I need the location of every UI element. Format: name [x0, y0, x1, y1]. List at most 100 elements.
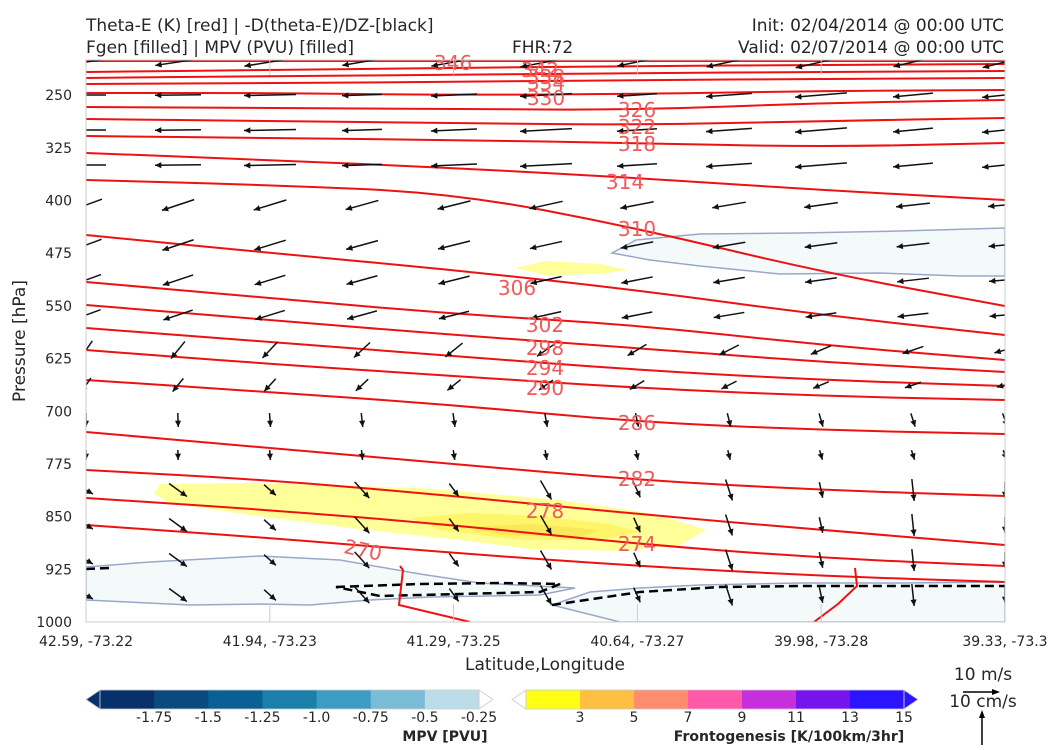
- wind-vector-head: [520, 62, 528, 69]
- wind-vector: [430, 128, 478, 132]
- wind-vector-head: [445, 350, 453, 357]
- y-tick-label: 250: [45, 88, 72, 104]
- fgen-fill-upper: [515, 261, 628, 275]
- wind-vector-head: [910, 599, 917, 606]
- theta-e-contour-line: [86, 117, 1005, 126]
- wind-vector-head: [634, 525, 641, 533]
- theta-e-contour-label: 274: [618, 532, 656, 556]
- wind-vector-head: [255, 314, 263, 321]
- wind-vector-head: [346, 244, 353, 251]
- wind-vector-head: [520, 162, 527, 170]
- wind-vector-head: [244, 127, 251, 134]
- wind-vector-head: [438, 279, 446, 286]
- wind-vector-head: [355, 384, 363, 391]
- wind-vector: [1002, 450, 1005, 458]
- wind-vector: [86, 238, 102, 246]
- wind-vector-head: [452, 524, 459, 532]
- wind-vector-head: [982, 163, 989, 170]
- wind-vector-head: [362, 561, 370, 569]
- wind-vector: [86, 198, 103, 206]
- wind-vector: [982, 164, 1005, 169]
- wind-vector-head: [621, 278, 629, 285]
- title-line1: Theta-E (K) [red] | -D(theta-E)/DZ-[blac…: [85, 16, 434, 36]
- y-tick-label: 775: [45, 457, 72, 473]
- colorbar-label: -0.75: [353, 710, 389, 726]
- fgen-colorbar-title: Frontogenesis [K/100km/3hr]: [674, 729, 904, 745]
- theta-e-contour-label: 346: [434, 51, 472, 75]
- wind-vector-head: [810, 349, 818, 355]
- wind-vector-head: [80, 352, 86, 359]
- wind-vector-head: [269, 558, 276, 566]
- wind-vector-head: [795, 128, 802, 135]
- wind-vector-head: [545, 562, 552, 570]
- colorbar-label: 3: [576, 710, 585, 726]
- wind-vector-head: [633, 453, 640, 460]
- wind-vector-head: [902, 348, 910, 355]
- theta-e-contour-line: [86, 63, 1005, 73]
- wind-vector-head: [447, 384, 455, 391]
- wind-vector-head: [71, 280, 78, 286]
- theta-e-contour-label: 342: [521, 58, 559, 82]
- wind-vector: [86, 273, 102, 281]
- wind-vector-head: [253, 205, 261, 212]
- valid-time: Valid: 02/07/2014 @ 00:00 UTC: [738, 38, 1004, 58]
- wind-vector-head: [536, 350, 544, 357]
- x-tick-label: 39.33, -73.3: [962, 634, 1047, 650]
- wind-vector: [795, 92, 847, 98]
- wind-vector-head: [988, 202, 995, 209]
- wind-vector-head: [727, 493, 734, 501]
- wind-vector: [706, 127, 752, 133]
- wind-vector: [86, 308, 101, 316]
- wind-vector-head: [727, 563, 734, 571]
- wind-vector: [519, 92, 573, 98]
- theta-e-contour-label: 310: [618, 217, 656, 241]
- colorbar-label: -1.0: [303, 710, 330, 726]
- colorbar-extend-left: [85, 689, 101, 710]
- wind-vector-head: [520, 127, 527, 135]
- wind-vector: [982, 129, 1005, 134]
- ref-vector-vertical-label: 10 cm/s: [949, 692, 1017, 712]
- fgen-colorbar: 3 5 7 9 11 13 15: [511, 689, 919, 726]
- wind-vector-head: [269, 523, 276, 531]
- theta-e-contour-line: [813, 567, 859, 622]
- x-tick-label: 42.59, -73.22: [39, 634, 133, 650]
- wind-vector: [893, 60, 925, 68]
- wind-vector-head: [896, 203, 903, 210]
- theta-e-contour-label: 338: [527, 65, 565, 89]
- wind-vector-head: [817, 452, 824, 460]
- wind-vector: [519, 162, 573, 168]
- wind-vector-head: [1001, 491, 1005, 498]
- colorbar-label: -1.75: [136, 710, 172, 726]
- wind-vector-head: [617, 92, 624, 99]
- y-tick-label: 700: [45, 404, 72, 420]
- wind-vector: [1001, 413, 1005, 423]
- mpv-fill-right-lower: [549, 581, 1005, 622]
- wind-vector-head: [244, 92, 251, 99]
- wind-vector-head: [180, 490, 187, 497]
- wind-vector-head: [254, 279, 262, 286]
- wind-vector-head: [706, 163, 713, 170]
- theta-e-contour-line: [86, 349, 1005, 401]
- theta-e-contour-line: [86, 99, 1005, 111]
- wind-vector-head: [431, 162, 438, 169]
- title-line2: Fgen [filled] | MPV (PVU) [filled]: [86, 38, 354, 58]
- y-tick-label: 850: [45, 510, 72, 526]
- y-tick-label: 625: [45, 352, 72, 368]
- theta-e-contour-line: [86, 497, 1005, 567]
- wind-vector-head: [910, 494, 917, 501]
- wind-vector-head: [359, 420, 366, 427]
- wind-vector: [430, 93, 478, 97]
- wind-vector-head: [996, 382, 1004, 389]
- wind-vector-head: [818, 491, 825, 498]
- wind-vector-head: [617, 61, 625, 68]
- theta-e-contour-label: 278: [526, 499, 564, 523]
- theta-e-contour-line: [86, 77, 1005, 85]
- wind-vector-head: [431, 127, 438, 134]
- init-time: Init: 02/04/2014 @ 00:00 UTC: [752, 16, 1004, 36]
- wind-vector-head: [71, 315, 78, 321]
- wind-vector-head: [86, 488, 93, 494]
- wind-vector-head: [542, 453, 549, 460]
- plot-content: [71, 60, 1005, 622]
- wind-vector-head: [266, 453, 273, 460]
- wind-vector-head: [1001, 561, 1005, 568]
